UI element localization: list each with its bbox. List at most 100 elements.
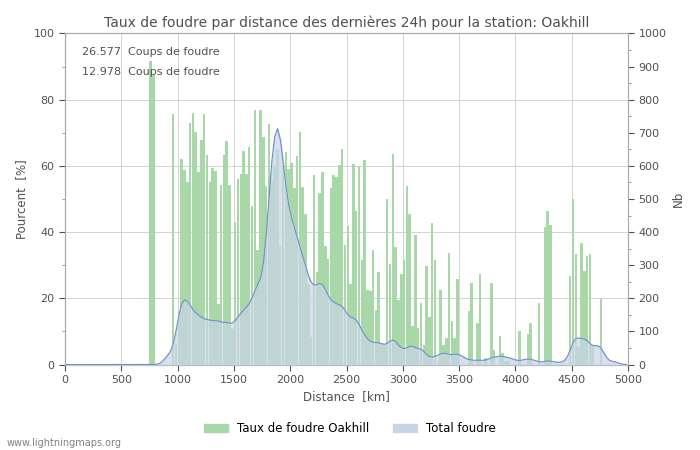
Bar xyxy=(369,291,372,364)
Bar xyxy=(245,174,248,364)
Bar xyxy=(397,300,400,365)
Bar xyxy=(288,169,290,364)
Bar xyxy=(285,152,287,364)
Bar xyxy=(324,246,326,364)
Bar xyxy=(149,61,152,364)
Bar xyxy=(575,254,577,364)
Bar xyxy=(290,163,293,364)
Bar xyxy=(414,235,416,364)
Bar xyxy=(445,338,447,364)
Y-axis label: Pourcent  [%]: Pourcent [%] xyxy=(15,159,28,239)
Bar xyxy=(189,123,191,364)
Bar xyxy=(391,153,394,364)
Bar xyxy=(262,137,265,365)
Bar xyxy=(181,158,183,364)
Bar xyxy=(178,311,180,364)
Bar xyxy=(442,345,444,364)
Bar xyxy=(335,176,338,364)
Bar xyxy=(372,250,375,364)
Bar xyxy=(225,141,228,364)
Bar xyxy=(431,223,433,364)
Bar xyxy=(293,189,295,364)
Bar xyxy=(358,166,360,364)
Bar xyxy=(402,260,405,364)
Bar xyxy=(307,284,309,364)
Text: 26.577  Coups de foudre: 26.577 Coups de foudre xyxy=(82,47,220,57)
Bar xyxy=(476,324,479,365)
Bar xyxy=(214,171,217,364)
Bar xyxy=(344,244,346,364)
Bar xyxy=(550,225,552,364)
Bar xyxy=(267,124,270,364)
Text: www.lightningmaps.org: www.lightningmaps.org xyxy=(7,438,122,448)
Bar xyxy=(355,211,358,364)
Bar xyxy=(228,185,231,364)
Bar xyxy=(420,302,422,365)
Bar xyxy=(302,187,304,364)
Bar xyxy=(318,194,321,364)
Bar xyxy=(586,256,588,364)
Bar xyxy=(383,345,386,364)
Bar xyxy=(507,361,510,365)
Bar xyxy=(426,266,428,364)
Bar xyxy=(518,331,521,364)
Bar xyxy=(454,338,456,364)
Bar xyxy=(330,188,332,364)
Legend: Taux de foudre Oakhill, Total foudre: Taux de foudre Oakhill, Total foudre xyxy=(199,417,500,440)
Bar xyxy=(304,214,307,364)
Bar xyxy=(437,361,439,365)
Bar xyxy=(405,186,408,364)
Bar xyxy=(332,175,335,364)
Bar xyxy=(456,279,459,365)
Y-axis label: Nb: Nb xyxy=(672,191,685,207)
Bar xyxy=(580,243,582,365)
Bar xyxy=(572,199,574,364)
Bar xyxy=(242,151,245,364)
Bar xyxy=(468,311,470,365)
Bar xyxy=(448,253,450,364)
Bar xyxy=(209,182,211,364)
Bar xyxy=(237,179,239,364)
Bar xyxy=(600,299,603,364)
Bar xyxy=(203,114,206,364)
Bar xyxy=(423,345,425,364)
Bar xyxy=(504,361,507,365)
Bar xyxy=(366,290,369,364)
Bar xyxy=(211,168,214,364)
Bar xyxy=(223,155,225,364)
Bar xyxy=(547,212,549,364)
Bar xyxy=(281,164,284,364)
Bar xyxy=(316,272,318,364)
Bar xyxy=(251,206,253,364)
Bar xyxy=(175,344,177,364)
Bar xyxy=(493,350,496,365)
Bar xyxy=(349,284,352,364)
Bar xyxy=(428,317,430,365)
Bar xyxy=(360,261,363,364)
Bar xyxy=(234,222,237,364)
Bar xyxy=(529,323,532,364)
Bar xyxy=(408,215,411,364)
Bar xyxy=(253,110,256,364)
Bar xyxy=(501,353,504,364)
Bar xyxy=(380,343,383,364)
Bar xyxy=(498,336,501,364)
Bar xyxy=(310,337,312,365)
Bar xyxy=(470,283,473,364)
Bar xyxy=(273,167,276,364)
Bar xyxy=(394,247,397,364)
Bar xyxy=(217,304,220,365)
Bar xyxy=(276,149,279,364)
Bar xyxy=(248,147,251,364)
Bar xyxy=(206,155,209,364)
Bar xyxy=(327,259,329,365)
Bar xyxy=(321,172,323,364)
Bar xyxy=(569,276,571,365)
Bar xyxy=(526,334,529,365)
Bar xyxy=(400,274,402,364)
Bar xyxy=(152,75,155,364)
Bar xyxy=(346,226,349,364)
Bar xyxy=(172,113,174,364)
Bar xyxy=(451,320,453,364)
Bar xyxy=(377,272,380,364)
